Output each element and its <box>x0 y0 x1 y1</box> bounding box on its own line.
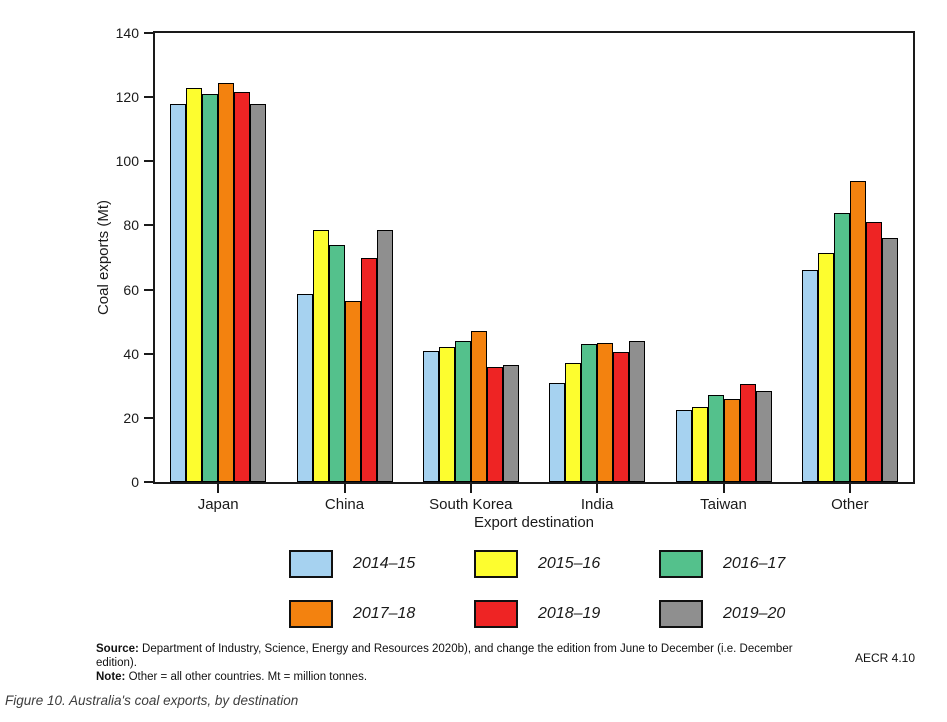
y-tick-label-120: 120 <box>115 89 139 106</box>
source-note-block: Source: Department of Industry, Science,… <box>96 642 836 684</box>
y-tick-100 <box>144 160 153 163</box>
note-text: Other = all other countries. Mt = millio… <box>128 671 368 683</box>
y-tick-label-20: 20 <box>123 409 139 426</box>
x-tick-india <box>596 484 599 493</box>
y-tick-label-60: 60 <box>123 281 139 298</box>
bar-other-2015-16 <box>817 252 834 482</box>
bar-south-korea-2016-17 <box>454 340 471 482</box>
x-tick-other <box>848 484 851 493</box>
legend-swatch-2019-20 <box>659 599 703 628</box>
bar-india-2019-20 <box>629 340 646 482</box>
y-tick-label-40: 40 <box>123 345 139 362</box>
y-tick-0 <box>144 481 153 483</box>
bar-china-2016-17 <box>328 244 345 482</box>
bar-taiwan-2015-16 <box>691 406 708 482</box>
legend-item-2019-20: 2019–20 <box>659 597 844 630</box>
bar-india-2018-19 <box>613 352 630 482</box>
bar-south-korea-2017-18 <box>470 331 487 482</box>
x-tick-japan <box>217 484 220 493</box>
y-tick-label-140: 140 <box>115 25 139 41</box>
legend-item-2018-19: 2018–19 <box>474 597 659 630</box>
source-line: Source: Department of Industry, Science,… <box>96 642 836 670</box>
y-tick-140 <box>144 32 153 34</box>
bar-other-2018-19 <box>865 222 882 482</box>
bar-taiwan-2016-17 <box>707 395 724 482</box>
bar-south-korea-2015-16 <box>438 347 455 482</box>
bar-japan-2018-19 <box>234 92 251 482</box>
bar-south-korea-2014-15 <box>422 350 439 482</box>
legend-label-2018-19: 2018–19 <box>538 604 601 622</box>
figure-caption: Figure 10. Australia's coal exports, by … <box>5 693 299 708</box>
legend-label-2017-18: 2017–18 <box>353 604 416 622</box>
legend-swatch-2018-19 <box>474 599 518 628</box>
bar-china-2014-15 <box>296 294 313 482</box>
chart-legend: 2014–15 2015–16 2016–17 2017–18 2018–19 2019–… <box>289 547 844 630</box>
bar-india-2014-15 <box>549 382 566 482</box>
bar-india-2015-16 <box>565 363 582 482</box>
bar-china-2017-18 <box>344 300 361 482</box>
legend-label-2016-17: 2016–17 <box>723 554 786 572</box>
note-label: Note: <box>96 671 126 683</box>
legend-label-2015-16: 2015–16 <box>538 554 601 572</box>
x-category-label-india: India <box>580 496 614 513</box>
x-tick-china <box>343 484 346 493</box>
bar-other-2016-17 <box>833 212 850 482</box>
ref-code: AECR 4.10 <box>855 651 916 665</box>
bar-taiwan-2019-20 <box>755 390 772 482</box>
y-tick-label-80: 80 <box>123 217 139 234</box>
plot-area <box>153 31 915 484</box>
y-tick-label-0: 0 <box>131 474 139 490</box>
y-tick-60 <box>144 288 153 291</box>
y-tick-label-100: 100 <box>115 153 139 170</box>
bar-china-2018-19 <box>360 257 377 482</box>
bar-south-korea-2018-19 <box>486 366 503 482</box>
y-tick-80 <box>144 224 153 227</box>
legend-swatch-2014-15 <box>289 549 333 578</box>
legend-swatch-2015-16 <box>474 549 518 578</box>
bar-japan-2016-17 <box>202 93 219 482</box>
bar-japan-2019-20 <box>250 103 267 482</box>
x-category-label-south-korea: South Korea <box>429 496 513 513</box>
source-text: Department of Industry, Science, Energy … <box>96 643 793 669</box>
legend-label-2019-20: 2019–20 <box>723 604 786 622</box>
bar-japan-2015-16 <box>186 87 203 482</box>
legend-item-2014-15: 2014–15 <box>289 547 474 580</box>
bar-other-2019-20 <box>881 238 898 482</box>
bar-china-2015-16 <box>312 230 329 482</box>
x-category-label-japan: Japan <box>197 496 239 513</box>
x-axis-title: Export destination <box>473 514 595 531</box>
legend-swatch-2016-17 <box>659 549 703 578</box>
y-tick-120 <box>144 96 153 99</box>
legend-item-2017-18: 2017–18 <box>289 597 474 630</box>
legend-swatch-2017-18 <box>289 599 333 628</box>
bar-india-2016-17 <box>581 344 598 482</box>
y-tick-20 <box>144 416 153 419</box>
x-category-label-china: China <box>324 496 365 513</box>
bar-south-korea-2019-20 <box>502 364 519 482</box>
legend-item-2016-17: 2016–17 <box>659 547 844 580</box>
x-category-label-taiwan: Taiwan <box>700 496 747 513</box>
legend-label-2014-15: 2014–15 <box>353 554 416 572</box>
bar-china-2019-20 <box>376 230 393 482</box>
bar-other-2017-18 <box>849 180 866 482</box>
bar-taiwan-2018-19 <box>739 384 756 482</box>
bar-taiwan-2014-15 <box>675 409 692 482</box>
x-category-label-other: Other <box>831 496 869 513</box>
bar-other-2014-15 <box>801 270 818 482</box>
bar-japan-2014-15 <box>170 103 187 482</box>
bar-japan-2017-18 <box>218 82 235 482</box>
x-tick-south-korea <box>469 484 472 493</box>
note-line: Note: Other = all other countries. Mt = … <box>96 670 836 684</box>
source-label: Source: <box>96 643 139 655</box>
x-tick-taiwan <box>722 484 725 493</box>
bar-india-2017-18 <box>597 342 614 482</box>
y-tick-40 <box>144 352 153 355</box>
bar-taiwan-2017-18 <box>723 398 740 482</box>
legend-item-2015-16: 2015–16 <box>474 547 659 580</box>
